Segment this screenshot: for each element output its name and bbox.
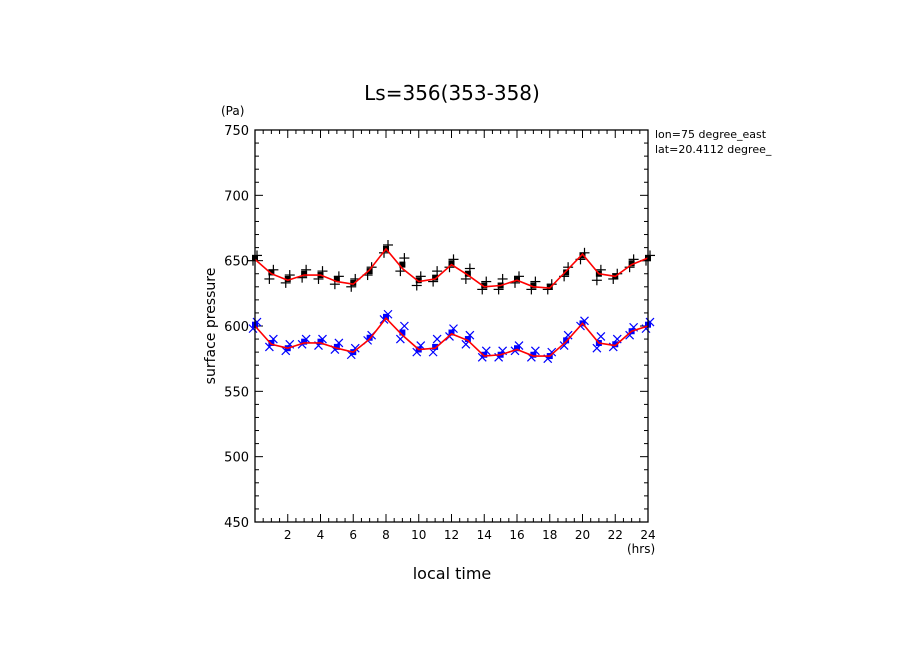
data-marks <box>248 239 655 364</box>
x-marker <box>252 317 262 327</box>
y-tick-label: 500 <box>224 451 249 466</box>
x-marker <box>399 321 409 331</box>
x-tick-label: 20 <box>575 528 590 542</box>
black-square-point <box>464 270 471 277</box>
y-unit-label: (Pa) <box>221 104 244 118</box>
x-marker <box>592 343 602 353</box>
x-marker <box>334 338 344 348</box>
x-marker <box>563 330 573 340</box>
x-marker <box>498 346 508 356</box>
y-tick-label: 550 <box>224 385 249 400</box>
x-marker <box>645 317 655 327</box>
black-square-point <box>514 275 520 282</box>
black-square-point <box>301 270 308 277</box>
x-marker <box>383 309 393 319</box>
x-marker <box>428 347 438 357</box>
plot-frame <box>254 129 649 523</box>
x-tick-label: 2 <box>284 528 292 542</box>
blue-square-point <box>563 337 570 344</box>
blue-square-point <box>464 336 471 343</box>
x-axis-label: local time <box>413 564 492 583</box>
x-tick-label: 8 <box>382 528 390 542</box>
x-tick-label: 12 <box>444 528 459 542</box>
axis-ticks <box>254 129 649 523</box>
black-square-point <box>628 260 635 267</box>
black-square-point <box>268 269 275 276</box>
x-marker <box>449 324 458 334</box>
x-marker <box>465 330 475 340</box>
x-marker <box>625 330 635 340</box>
x-tick-label: 18 <box>542 528 557 542</box>
fit-line <box>254 247 649 289</box>
y-tick-label: 600 <box>224 320 249 335</box>
x-tick-label: 24 <box>640 528 655 542</box>
x-tick-label: 6 <box>349 528 357 542</box>
x-marker <box>301 334 311 344</box>
x-marker <box>530 346 540 356</box>
y-tick-label: 650 <box>224 255 249 270</box>
black-square-point <box>415 277 422 284</box>
black-square-point <box>481 282 488 289</box>
x-marker <box>629 322 639 332</box>
x-marker <box>285 339 295 349</box>
x-marker <box>526 352 536 362</box>
black-square-point <box>284 275 291 282</box>
black-square-point <box>333 275 340 282</box>
black-square-point <box>530 282 537 289</box>
x-marker <box>350 343 360 353</box>
y-tick-label: 750 <box>224 124 249 139</box>
x-marker <box>596 332 606 341</box>
x-tick-label: 16 <box>509 528 524 542</box>
black-square-point <box>579 252 586 259</box>
x-unit-label: (hrs) <box>627 542 655 556</box>
x-marker <box>318 334 327 344</box>
x-marker <box>330 345 340 354</box>
blue-square-point <box>432 343 439 350</box>
black-square-point <box>563 269 570 276</box>
x-marker <box>559 341 569 351</box>
black-square-point <box>546 283 553 290</box>
x-marker <box>268 334 278 344</box>
x-marker <box>547 347 557 357</box>
annotation-lon: lon=75 degree_east <box>655 128 767 141</box>
blue-square-point <box>448 329 455 336</box>
x-tick-label: 10 <box>411 528 426 542</box>
x-marker <box>514 341 524 351</box>
x-marker <box>432 334 442 344</box>
x-tick-label: 4 <box>317 528 325 542</box>
black-square-point <box>350 279 357 286</box>
annotation-lat: lat=20.4112 degree_ <box>655 143 772 156</box>
black-square-point <box>399 261 406 268</box>
y-tick-label: 700 <box>224 189 249 204</box>
x-marker <box>481 346 491 356</box>
fit-line <box>254 316 649 357</box>
x-marker <box>641 324 651 334</box>
black-square-point <box>448 260 455 267</box>
y-axis-label: surface pressure <box>203 268 219 385</box>
y-tick-label: 450 <box>224 516 249 531</box>
x-marker <box>477 352 487 362</box>
x-tick-label: 14 <box>477 528 492 542</box>
x-marker <box>612 334 622 344</box>
blue-square-point <box>268 339 275 346</box>
tick-labels: 2 4 6 8 10 12 14 16 18 20 22 2445050055060065070075… <box>224 124 655 542</box>
black-square-point <box>432 274 439 281</box>
black-square-point <box>366 268 373 275</box>
chart-title: Ls=356(353-358) <box>364 81 540 105</box>
blue-square-point <box>399 329 406 336</box>
x-tick-label: 22 <box>608 528 623 542</box>
